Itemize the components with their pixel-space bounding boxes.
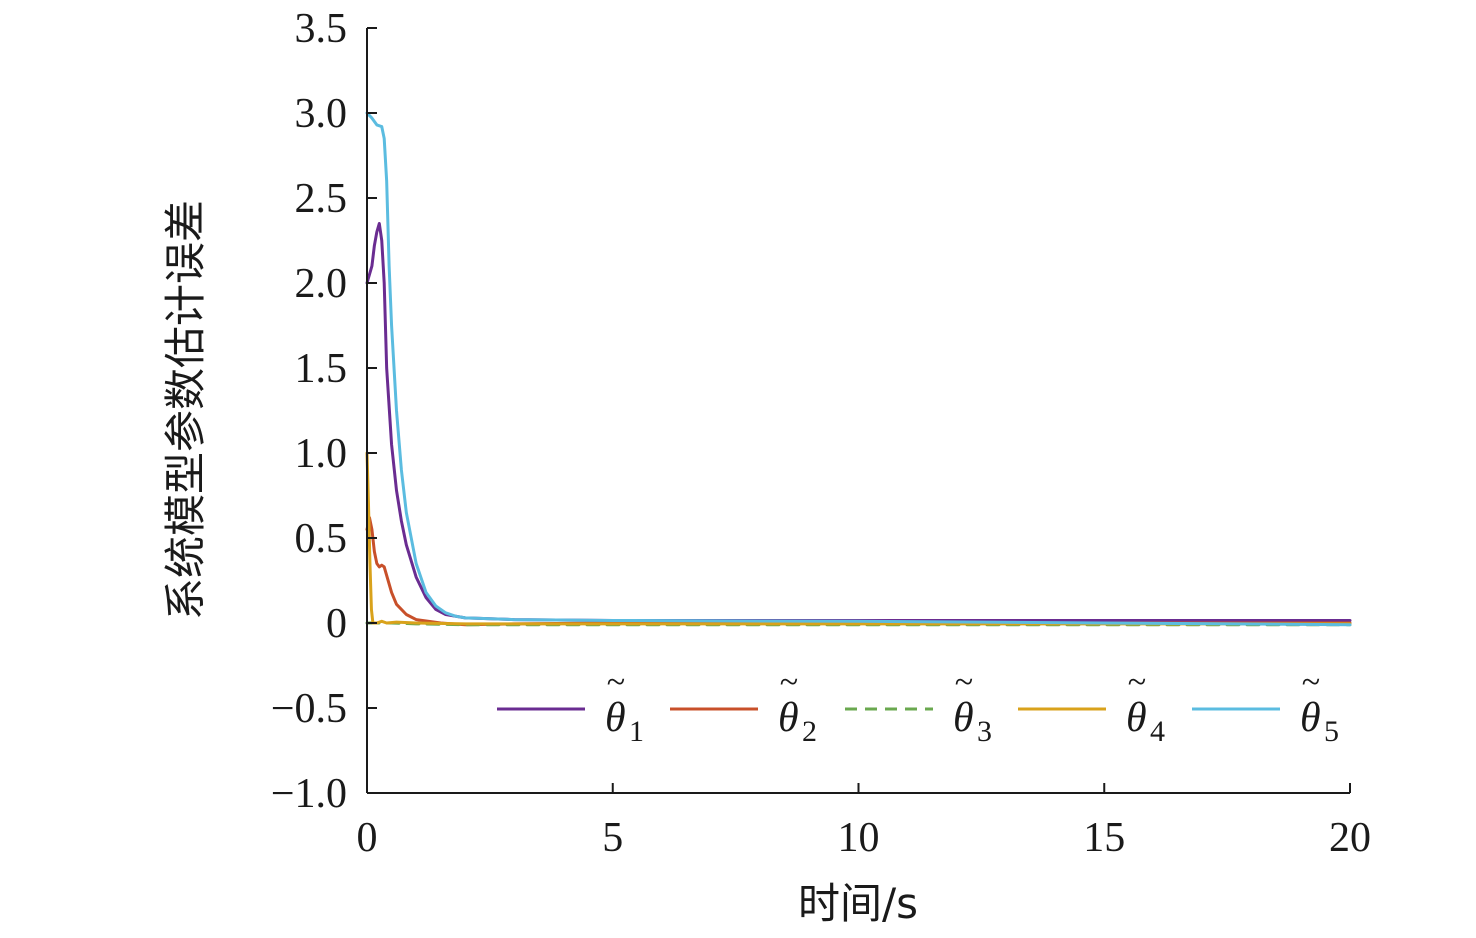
series-group <box>365 111 1352 627</box>
series-line-theta1 <box>365 222 1352 622</box>
y-tick-label: −1.0 <box>271 771 347 817</box>
legend-subscript: 1 <box>629 715 644 748</box>
y-tick-label: 2.0 <box>295 261 348 307</box>
y-tick-label: 1.0 <box>295 431 348 477</box>
legend-symbol-theta: θ <box>605 695 626 741</box>
x-axis-title: 时间/s <box>798 879 918 928</box>
y-tick-label: 0 <box>326 601 347 647</box>
y-tick-label: 0.5 <box>295 516 348 562</box>
legend-tilde-mark: ~ <box>1302 664 1320 701</box>
legend-tilde-mark: ~ <box>607 664 625 701</box>
y-tick-label: 3.0 <box>295 91 348 137</box>
y-ticks-group: 3.5 3.0 2.5 2.0 1.5 1.0 0.5 0 −0.5 −1.0 <box>271 6 377 817</box>
legend-symbol-theta: θ <box>778 695 799 741</box>
legend-subscript: 4 <box>1150 715 1165 748</box>
legend-symbol-theta: θ <box>1300 695 1321 741</box>
x-tick-label: 10 <box>838 815 880 861</box>
legend: ~θ 1~θ 2~θ 3~θ 4~θ 5 <box>497 664 1339 748</box>
legend-subscript: 3 <box>977 715 992 748</box>
x-tick-label: 5 <box>602 815 623 861</box>
y-tick-label: 2.5 <box>295 176 348 222</box>
x-tick-label: 20 <box>1329 815 1371 861</box>
x-ticks-group: 0 5 10 15 20 <box>357 783 1371 861</box>
y-tick-label: 3.5 <box>295 6 348 52</box>
axes-group <box>366 28 1350 794</box>
series-line-theta5 <box>365 111 1352 627</box>
legend-symbol-theta: θ <box>1126 695 1147 741</box>
x-tick-label: 0 <box>357 815 378 861</box>
x-tick-label: 15 <box>1083 815 1125 861</box>
legend-subscript: 2 <box>802 715 817 748</box>
y-axis-title: 系统模型参数估计误差 <box>161 200 210 620</box>
y-tick-label: 1.5 <box>295 346 348 392</box>
legend-tilde-mark: ~ <box>955 664 973 701</box>
legend-symbol-theta: θ <box>953 695 974 741</box>
legend-subscript: 5 <box>1324 715 1339 748</box>
series-line-theta2 <box>365 516 1352 627</box>
legend-tilde-mark: ~ <box>780 664 798 701</box>
series-line-theta4 <box>365 451 1352 626</box>
legend-tilde-mark: ~ <box>1128 664 1146 701</box>
y-tick-label: −0.5 <box>271 686 347 732</box>
